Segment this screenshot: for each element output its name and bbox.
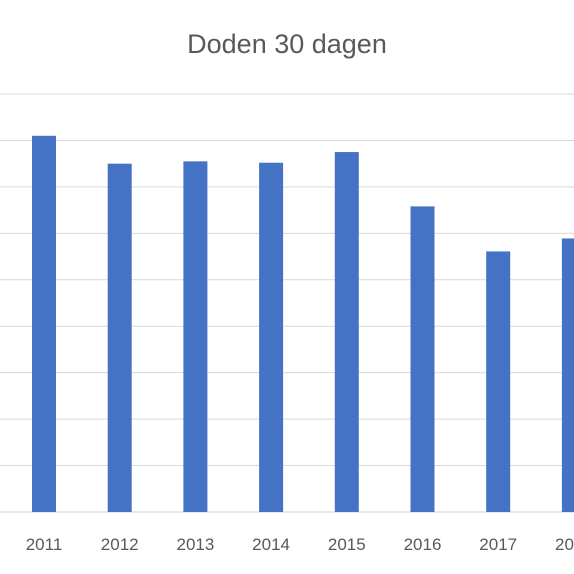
bar-2014 <box>259 162 284 512</box>
x-tick-labels: 2011 2012 2013 2014 2015 2016 2017 2018 <box>26 535 574 554</box>
x-tick-label-2012: 2012 <box>101 535 139 554</box>
bars <box>32 135 574 513</box>
x-tick-label-2017: 2017 <box>479 535 517 554</box>
x-tick-label-2018: 2018 <box>555 535 574 554</box>
bar-2018 <box>561 238 574 513</box>
bar-2013 <box>183 161 208 512</box>
gridlines <box>0 93 574 513</box>
bar-2012 <box>107 163 132 512</box>
x-tick-label-2011: 2011 <box>26 535 63 554</box>
x-tick-label-2016: 2016 <box>404 535 442 554</box>
bar-2015 <box>334 152 359 513</box>
bar-2017 <box>486 251 511 513</box>
x-tick-label-2014: 2014 <box>252 535 290 554</box>
bar-2011 <box>32 135 56 513</box>
x-tick-label-2013: 2013 <box>176 535 214 554</box>
bar-2016 <box>410 206 435 512</box>
chart-title: Doden 30 dagen <box>187 29 387 59</box>
x-tick-label-2015: 2015 <box>328 535 366 554</box>
